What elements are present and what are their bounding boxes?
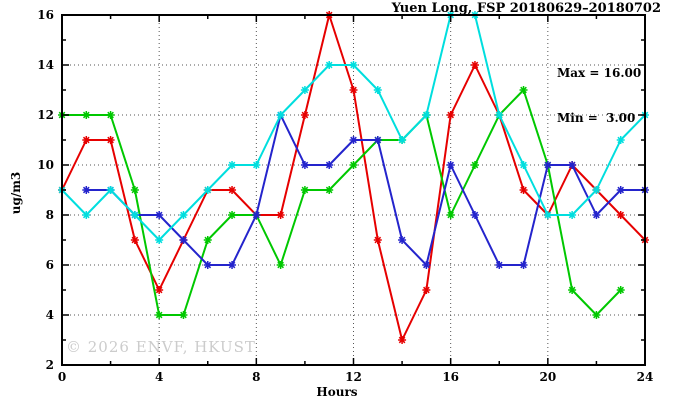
data-point-red — [519, 186, 528, 194]
data-point-green — [155, 311, 164, 319]
data-point-red — [276, 211, 285, 219]
data-point-red — [616, 211, 625, 219]
y-tick-label: 6 — [46, 258, 54, 272]
data-point-cyan — [82, 211, 91, 219]
data-point-red — [155, 286, 164, 294]
data-point-green — [82, 111, 91, 119]
y-tick-label: 12 — [37, 108, 54, 122]
data-point-green — [106, 111, 115, 119]
stats-legend: Max = 16.00 Min = 3.00 — [557, 36, 641, 156]
chart-title: Yuen Long, FSP 20180629–20180702 — [391, 1, 661, 16]
data-point-cyan — [300, 86, 309, 94]
data-point-cyan — [592, 186, 601, 194]
data-point-cyan — [422, 111, 431, 119]
data-point-cyan — [252, 161, 261, 169]
min-value-label: Min = 3.00 — [557, 111, 636, 125]
data-point-blue — [470, 211, 479, 219]
data-point-red — [300, 111, 309, 119]
data-point-cyan — [519, 161, 528, 169]
y-tick-label: 14 — [37, 58, 54, 72]
data-point-cyan — [130, 211, 139, 219]
data-point-cyan — [616, 136, 625, 144]
data-point-blue — [325, 161, 334, 169]
data-point-blue — [543, 161, 552, 169]
data-point-blue — [179, 236, 188, 244]
data-point-cyan — [495, 111, 504, 119]
series-line-green — [62, 89, 622, 316]
data-point-red — [422, 286, 431, 294]
data-point-blue — [349, 136, 358, 144]
y-tick-label: 10 — [37, 158, 54, 172]
data-point-red — [446, 111, 455, 119]
data-point-cyan — [373, 86, 382, 94]
data-point-cyan — [106, 186, 115, 194]
data-point-cyan — [179, 211, 188, 219]
data-point-blue — [203, 261, 212, 269]
series-line-blue — [86, 114, 645, 266]
data-point-blue — [568, 161, 577, 169]
data-point-green — [130, 186, 139, 194]
data-point-green — [519, 86, 528, 94]
data-point-green — [470, 161, 479, 169]
data-point-cyan — [543, 211, 552, 219]
data-point-blue — [373, 136, 382, 144]
data-point-blue — [422, 261, 431, 269]
data-point-red — [470, 61, 479, 69]
data-point-cyan — [155, 236, 164, 244]
y-tick-label: 2 — [46, 358, 54, 372]
data-point-green — [446, 211, 455, 219]
x-tick-label: 24 — [637, 370, 654, 384]
data-point-red — [398, 336, 407, 344]
x-tick-label: 0 — [58, 370, 66, 384]
max-value-label: Max = 16.00 — [557, 66, 642, 80]
data-point-green — [276, 261, 285, 269]
x-axis-title: Hours — [316, 385, 358, 399]
data-point-green — [616, 286, 625, 294]
data-point-blue — [616, 186, 625, 194]
data-point-green — [203, 236, 212, 244]
data-point-blue — [155, 211, 164, 219]
x-tick-label: 4 — [155, 370, 163, 384]
data-point-cyan — [325, 61, 334, 69]
data-point-red — [228, 186, 237, 194]
x-tick-label: 12 — [345, 370, 362, 384]
data-point-blue — [495, 261, 504, 269]
data-point-green — [568, 286, 577, 294]
data-point-blue — [82, 186, 91, 194]
data-point-blue — [519, 261, 528, 269]
data-point-blue — [398, 236, 407, 244]
y-tick-label: 16 — [37, 8, 54, 22]
x-tick-label: 8 — [252, 370, 260, 384]
data-point-green — [300, 186, 309, 194]
data-point-cyan — [228, 161, 237, 169]
y-tick-label: 4 — [46, 308, 54, 322]
watermark: © 2026 ENVF, HKUST — [66, 338, 256, 356]
x-tick-label: 20 — [539, 370, 556, 384]
data-point-red — [130, 236, 139, 244]
data-point-green — [349, 161, 358, 169]
y-axis-title: ug/m3 — [9, 171, 23, 215]
x-tick-label: 16 — [442, 370, 459, 384]
data-point-green — [228, 211, 237, 219]
data-point-green — [325, 186, 334, 194]
data-point-red — [373, 236, 382, 244]
data-point-blue — [228, 261, 237, 269]
data-point-cyan — [203, 186, 212, 194]
data-point-blue — [446, 161, 455, 169]
data-point-blue — [252, 211, 261, 219]
data-point-red — [349, 86, 358, 94]
data-point-blue — [592, 211, 601, 219]
y-tick-label: 8 — [46, 208, 54, 222]
data-point-green — [179, 311, 188, 319]
data-point-red — [106, 136, 115, 144]
data-point-red — [82, 136, 91, 144]
data-point-green — [592, 311, 601, 319]
data-point-cyan — [276, 111, 285, 119]
data-point-blue — [300, 161, 309, 169]
data-point-cyan — [349, 61, 358, 69]
data-point-cyan — [398, 136, 407, 144]
data-point-cyan — [568, 211, 577, 219]
